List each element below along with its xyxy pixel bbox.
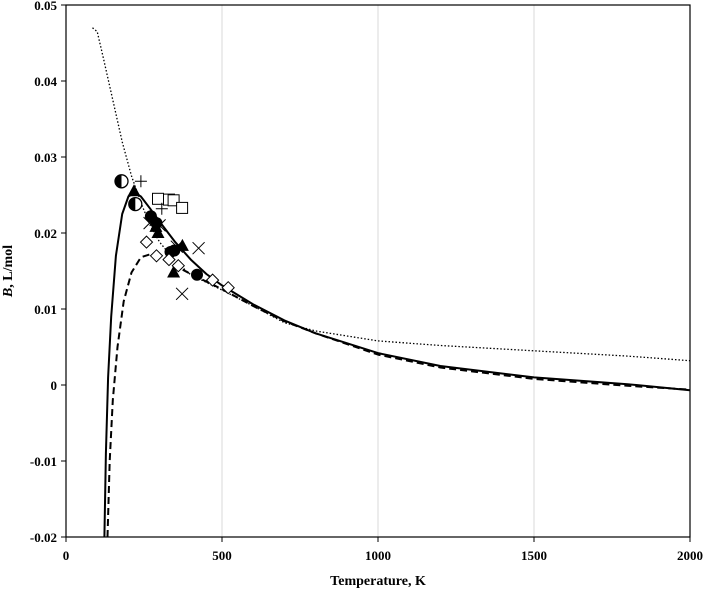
x-mark-marker	[143, 216, 156, 230]
plus-marker	[134, 175, 147, 188]
open-diamond-marker	[139, 235, 154, 249]
marker-shape	[176, 201, 189, 214]
x-tick-label: 0	[63, 548, 70, 563]
dotted-curve	[92, 27, 691, 362]
half-circle-marker	[128, 196, 143, 212]
y-tick-label: 0.02	[34, 226, 57, 241]
curve-layer	[92, 27, 691, 538]
grid-layer	[221, 5, 535, 537]
x-axis-title: Temperature, K	[330, 574, 426, 589]
marker-shape	[175, 287, 189, 301]
open-square-marker	[176, 201, 189, 214]
marker-shape	[134, 175, 147, 188]
x-tick-label: 1500	[521, 548, 547, 563]
marker-shape	[192, 241, 205, 255]
open-square-marker	[152, 192, 164, 205]
y-axis-title-units: , L/mol	[1, 245, 16, 288]
marker-shape	[152, 192, 164, 205]
y-tick-label: 0.05	[34, 0, 57, 13]
solid-curve	[103, 191, 691, 538]
marker-shape	[175, 238, 189, 251]
marker-shape	[170, 240, 184, 254]
y-axis-title: B, L/mol	[1, 245, 16, 298]
x-mark-marker	[153, 219, 166, 232]
y-tick-label: -0.01	[30, 454, 57, 469]
x-mark-marker	[192, 241, 205, 255]
marker-shape	[153, 219, 166, 232]
filled-triangle-marker	[167, 265, 181, 278]
x-tick-label: 2000	[677, 548, 703, 563]
marker-shape	[221, 280, 235, 295]
open-diamond-marker	[149, 249, 164, 263]
marker-shape	[191, 268, 203, 281]
filled-triangle-marker	[127, 184, 141, 197]
x-mark-marker	[170, 240, 184, 254]
x-tick-label: 1000	[365, 548, 391, 563]
open-diamond-marker	[205, 273, 220, 287]
plus-marker	[155, 202, 168, 215]
marker-fill	[128, 197, 136, 211]
dashed-curve	[106, 253, 691, 538]
marker-shape	[167, 265, 181, 278]
marker-shape	[167, 194, 180, 207]
x-tick-label: 500	[212, 548, 232, 563]
filled-triangle-marker	[151, 226, 165, 238]
open-square-marker	[167, 194, 180, 207]
open-diamond-marker	[171, 258, 186, 273]
x-mark-marker	[175, 287, 189, 301]
marker-shape	[155, 202, 168, 215]
y-axis-title-variable: B	[1, 288, 16, 298]
marker-shape	[162, 252, 176, 267]
half-circle-marker	[114, 174, 129, 189]
marker-layer	[114, 174, 235, 301]
open-diamond-marker	[221, 280, 235, 295]
filled-triangle-marker	[175, 238, 189, 251]
y-tick-label: 0	[51, 378, 58, 393]
marker-shape	[149, 249, 164, 263]
tick-layer: 0 500 1000 1500 2000 -0.02 -0.01 0 0.01 0.02 0.03 0…	[30, 0, 703, 563]
marker-shape	[127, 184, 141, 197]
y-tick-label: -0.02	[30, 530, 57, 545]
open-diamond-marker	[162, 252, 176, 267]
marker-fill	[115, 174, 122, 188]
filled-circle-marker	[191, 268, 203, 281]
y-tick-label: 0.03	[34, 150, 57, 165]
marker-shape	[205, 273, 220, 287]
y-tick-label: 0.04	[34, 74, 57, 89]
marker-shape	[139, 235, 154, 249]
y-tick-label: 0.01	[34, 302, 57, 317]
marker-shape	[171, 258, 186, 273]
marker-shape	[143, 216, 156, 230]
marker-shape	[151, 226, 165, 238]
